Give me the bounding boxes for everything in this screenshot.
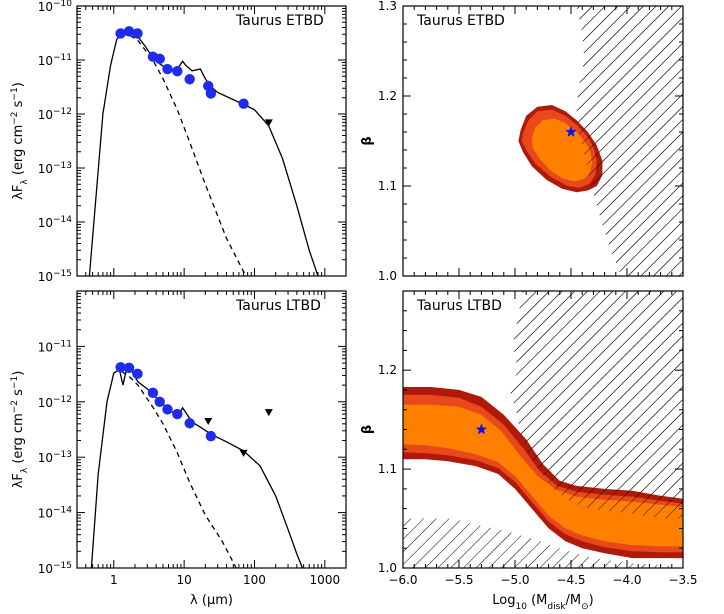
x-axis-title: λ (μm) xyxy=(190,593,233,608)
panel-label: Taurus LTBD xyxy=(416,298,502,314)
data-point xyxy=(123,362,135,374)
x-tick-label: 1 xyxy=(110,573,118,587)
total-model-line xyxy=(90,368,304,568)
axes-frame xyxy=(76,290,347,569)
y-tick-label: 10−15 xyxy=(38,561,72,576)
y-tick-label: 10−12 xyxy=(38,107,72,122)
x-tick-label: 1000 xyxy=(310,573,341,587)
data-point xyxy=(123,26,135,37)
x-tick-label: −5.5 xyxy=(444,573,473,587)
photosphere-model-line xyxy=(121,31,249,276)
x-tick-label: −4.5 xyxy=(556,573,585,587)
excluded-region xyxy=(403,518,683,568)
y-tick-label: 10−12 xyxy=(38,395,72,410)
data-point xyxy=(238,98,249,109)
data-point xyxy=(205,430,217,442)
upper-limit-marker xyxy=(204,418,213,426)
axes-frame xyxy=(76,5,347,277)
y-tick-label: 1.2 xyxy=(378,89,397,103)
plot-area xyxy=(518,6,683,276)
ticks xyxy=(402,290,684,569)
data-point xyxy=(132,368,143,380)
y-tick-label: 1.2 xyxy=(378,363,397,377)
best-fit-star xyxy=(475,423,488,435)
panel-top-right: 1.0 1.1 1.2 1.3 Taurus ETBD β xyxy=(360,0,684,283)
x-tick-label: −4.0 xyxy=(612,573,641,587)
y-tick-label: 1.3 xyxy=(378,0,397,13)
panel-label: Taurus ETBD xyxy=(416,13,505,29)
data-point xyxy=(115,28,126,39)
best-fit-star xyxy=(565,126,577,137)
y-tick-label: 1.1 xyxy=(378,462,397,476)
y-tick-label: 10−10 xyxy=(38,0,73,14)
x-tick-label: 10 xyxy=(176,573,191,587)
panel-bottom-right: 1.0 1.1 1.2 −6.0 −5.5 −5.0 −4.5 −4.0 −3.5 Taurus … xyxy=(360,290,698,612)
panel-bottom-left: 10−15 10−14 10−13 10−12 10−11 1 10 100 1000 Tauru… xyxy=(10,290,347,608)
x-tick-label: 100 xyxy=(243,573,266,587)
x-tick-label: −3.5 xyxy=(668,573,697,587)
ticks xyxy=(76,5,347,277)
x-axis-title: Log10 (Mdisk/M⊙) xyxy=(492,593,593,612)
y-tick-label: 10−11 xyxy=(38,339,72,354)
upper-limit-marker xyxy=(239,449,248,457)
panel-label: Taurus ETBD xyxy=(235,13,324,29)
ticks xyxy=(76,290,347,569)
plot-area xyxy=(90,362,304,568)
data-point xyxy=(154,396,165,407)
total-model-line xyxy=(88,32,319,276)
data-point xyxy=(172,66,183,77)
y-axis-title: β xyxy=(360,136,375,145)
y-axis-title: λFλ (erg cm−2 s−1) xyxy=(10,371,30,489)
axes-frame xyxy=(402,5,684,277)
data-point xyxy=(184,418,195,429)
y-axis-title: λFλ (erg cm−2 s−1) xyxy=(10,82,30,200)
data-point xyxy=(132,28,143,39)
photosphere-model-line xyxy=(121,371,237,568)
y-tick-label: 10−13 xyxy=(38,450,72,465)
data-point xyxy=(162,404,173,415)
x-tick-label: −6.0 xyxy=(388,573,417,587)
data-point xyxy=(147,387,159,399)
upper-limit-marker xyxy=(264,409,273,417)
excluded-region-overlay xyxy=(576,6,683,276)
contour-inner xyxy=(531,118,593,182)
upper-limit-marker xyxy=(264,119,273,127)
data-point xyxy=(162,63,173,75)
data-point xyxy=(115,362,126,373)
y-tick-label: 10−13 xyxy=(38,161,72,176)
y-tick-label: 1.1 xyxy=(378,179,397,193)
data-point xyxy=(154,53,165,65)
y-tick-label: 10−15 xyxy=(38,269,72,284)
y-axis-title: β xyxy=(360,425,375,434)
data-point xyxy=(172,408,183,420)
ticks xyxy=(402,5,684,277)
y-tick-label: 10−11 xyxy=(38,53,72,68)
panel-label: Taurus LTBD xyxy=(235,298,321,314)
y-tick-label: 10−14 xyxy=(38,506,73,521)
y-tick-label: 1.0 xyxy=(378,269,397,283)
plot-area xyxy=(403,291,683,568)
data-point xyxy=(184,74,195,85)
y-tick-label: 1.0 xyxy=(378,561,397,575)
plot-area xyxy=(88,26,319,276)
data-point xyxy=(205,88,217,99)
y-tick-label: 10−14 xyxy=(38,215,73,230)
x-tick-label: −5.0 xyxy=(500,573,529,587)
excluded-region-overlay xyxy=(509,291,683,519)
panel-top-left: 10−15 10−14 10−13 10−12 10−11 10−10 Taurus ETB… xyxy=(10,0,347,284)
